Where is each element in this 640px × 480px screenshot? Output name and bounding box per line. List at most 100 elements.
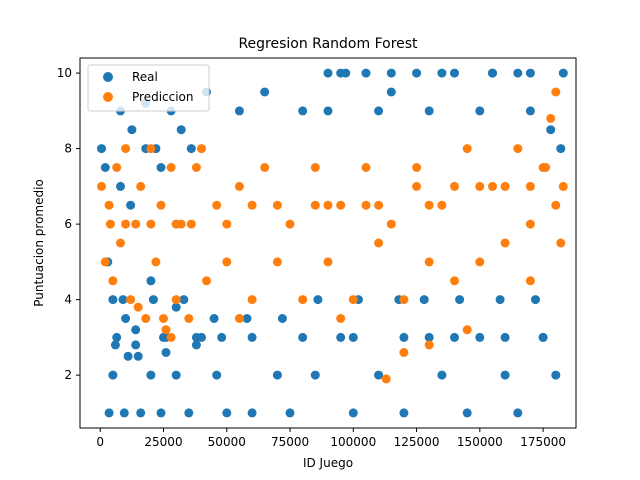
prediccion-point <box>399 295 409 305</box>
real-point <box>450 332 459 342</box>
real-point <box>336 332 346 342</box>
real-point <box>272 370 282 380</box>
real-point <box>386 68 396 78</box>
prediccion-point <box>171 295 181 305</box>
real-point <box>313 295 323 305</box>
real-point <box>531 295 540 305</box>
prediccion-point <box>112 163 122 172</box>
x-tick-label: 50000 <box>208 435 246 449</box>
prediccion-point <box>323 200 333 210</box>
prediccion-point <box>146 144 156 154</box>
real-point <box>209 314 219 323</box>
real-point <box>551 370 561 380</box>
real-point <box>131 325 141 335</box>
real-point <box>341 68 351 78</box>
real-point <box>110 340 120 350</box>
prediccion-point <box>100 257 110 267</box>
prediccion-point <box>131 219 141 229</box>
prediccion-point <box>234 181 244 191</box>
prediccion-point <box>108 276 118 286</box>
prediccion-point <box>105 219 115 229</box>
prediccion-point <box>323 257 333 267</box>
prediccion-point <box>374 200 384 210</box>
prediccion-point <box>146 219 156 229</box>
x-tick-label: 75000 <box>271 435 309 449</box>
prediccion-point <box>247 200 257 210</box>
prediccion-point <box>247 295 257 305</box>
x-axis-ticks: 0 25000 50000 75000 100000 125000 150000 175000 <box>96 428 566 449</box>
prediccion-point <box>556 238 566 248</box>
prediccion-point <box>475 181 485 191</box>
prediccion-point <box>450 181 459 191</box>
real-point <box>191 340 201 350</box>
real-point <box>419 295 429 305</box>
real-point <box>108 370 118 380</box>
prediccion-point <box>412 181 422 191</box>
y-tick-label: 4 <box>64 293 72 307</box>
real-point <box>500 370 510 380</box>
real-point <box>247 332 257 342</box>
prediccion-point <box>136 181 146 191</box>
prediccion-point <box>450 276 459 286</box>
prediccion-point <box>361 200 371 210</box>
real-point <box>184 408 194 418</box>
prediccion-point <box>462 325 472 335</box>
prediccion-point <box>475 257 485 267</box>
real-point <box>323 106 333 116</box>
prediccion-point <box>500 181 510 191</box>
real-point <box>348 408 358 418</box>
prediccion-point <box>541 163 551 172</box>
real-point <box>361 68 371 78</box>
prediccion-point <box>166 163 176 172</box>
real-point <box>374 106 384 116</box>
real-point <box>323 68 333 78</box>
real-point <box>100 163 110 172</box>
prediccion-point <box>488 181 497 191</box>
y-tick-label: 8 <box>64 142 72 156</box>
legend: Real Prediccion <box>87 64 210 112</box>
x-tick-label: 150000 <box>457 435 503 449</box>
prediccion-point <box>272 257 282 267</box>
prediccion-point <box>121 219 131 229</box>
prediccion-point <box>260 163 270 172</box>
real-point <box>222 408 232 418</box>
x-axis-label: ID Juego <box>303 456 353 470</box>
real-point <box>462 408 472 418</box>
prediccion-point <box>166 332 176 342</box>
prediccion-point <box>184 314 194 323</box>
legend-marker-real <box>103 72 113 82</box>
real-point <box>108 295 118 305</box>
real-point <box>136 408 146 418</box>
real-point <box>212 370 222 380</box>
prediccion-point <box>104 200 114 210</box>
prediccion-point <box>186 219 196 229</box>
real-point <box>285 408 295 418</box>
prediccion-point <box>159 314 168 323</box>
prediccion-point <box>116 238 125 248</box>
real-point <box>424 106 434 116</box>
prediccion-point <box>298 295 308 305</box>
real-point <box>123 351 133 361</box>
x-tick-label: 0 <box>96 435 104 449</box>
legend-label-prediccion: Prediccion <box>132 90 194 104</box>
prediccion-point <box>222 257 232 267</box>
prediccion-point <box>191 163 201 172</box>
real-point <box>374 370 384 380</box>
prediccion-point <box>272 200 282 210</box>
real-point <box>310 370 320 380</box>
real-point <box>112 332 122 342</box>
prediccion-point <box>381 374 391 384</box>
y-axis-ticks: 2 4 6 8 10 <box>57 66 80 382</box>
real-point <box>298 332 308 342</box>
real-point <box>513 408 523 418</box>
real-point <box>197 332 206 342</box>
real-point <box>104 408 114 418</box>
real-point <box>242 314 252 323</box>
real-point <box>437 370 447 380</box>
prediccion-point <box>310 163 320 172</box>
real-point <box>500 332 510 342</box>
real-point <box>455 295 465 305</box>
prediccion-point <box>141 314 151 323</box>
real-point <box>424 332 434 342</box>
